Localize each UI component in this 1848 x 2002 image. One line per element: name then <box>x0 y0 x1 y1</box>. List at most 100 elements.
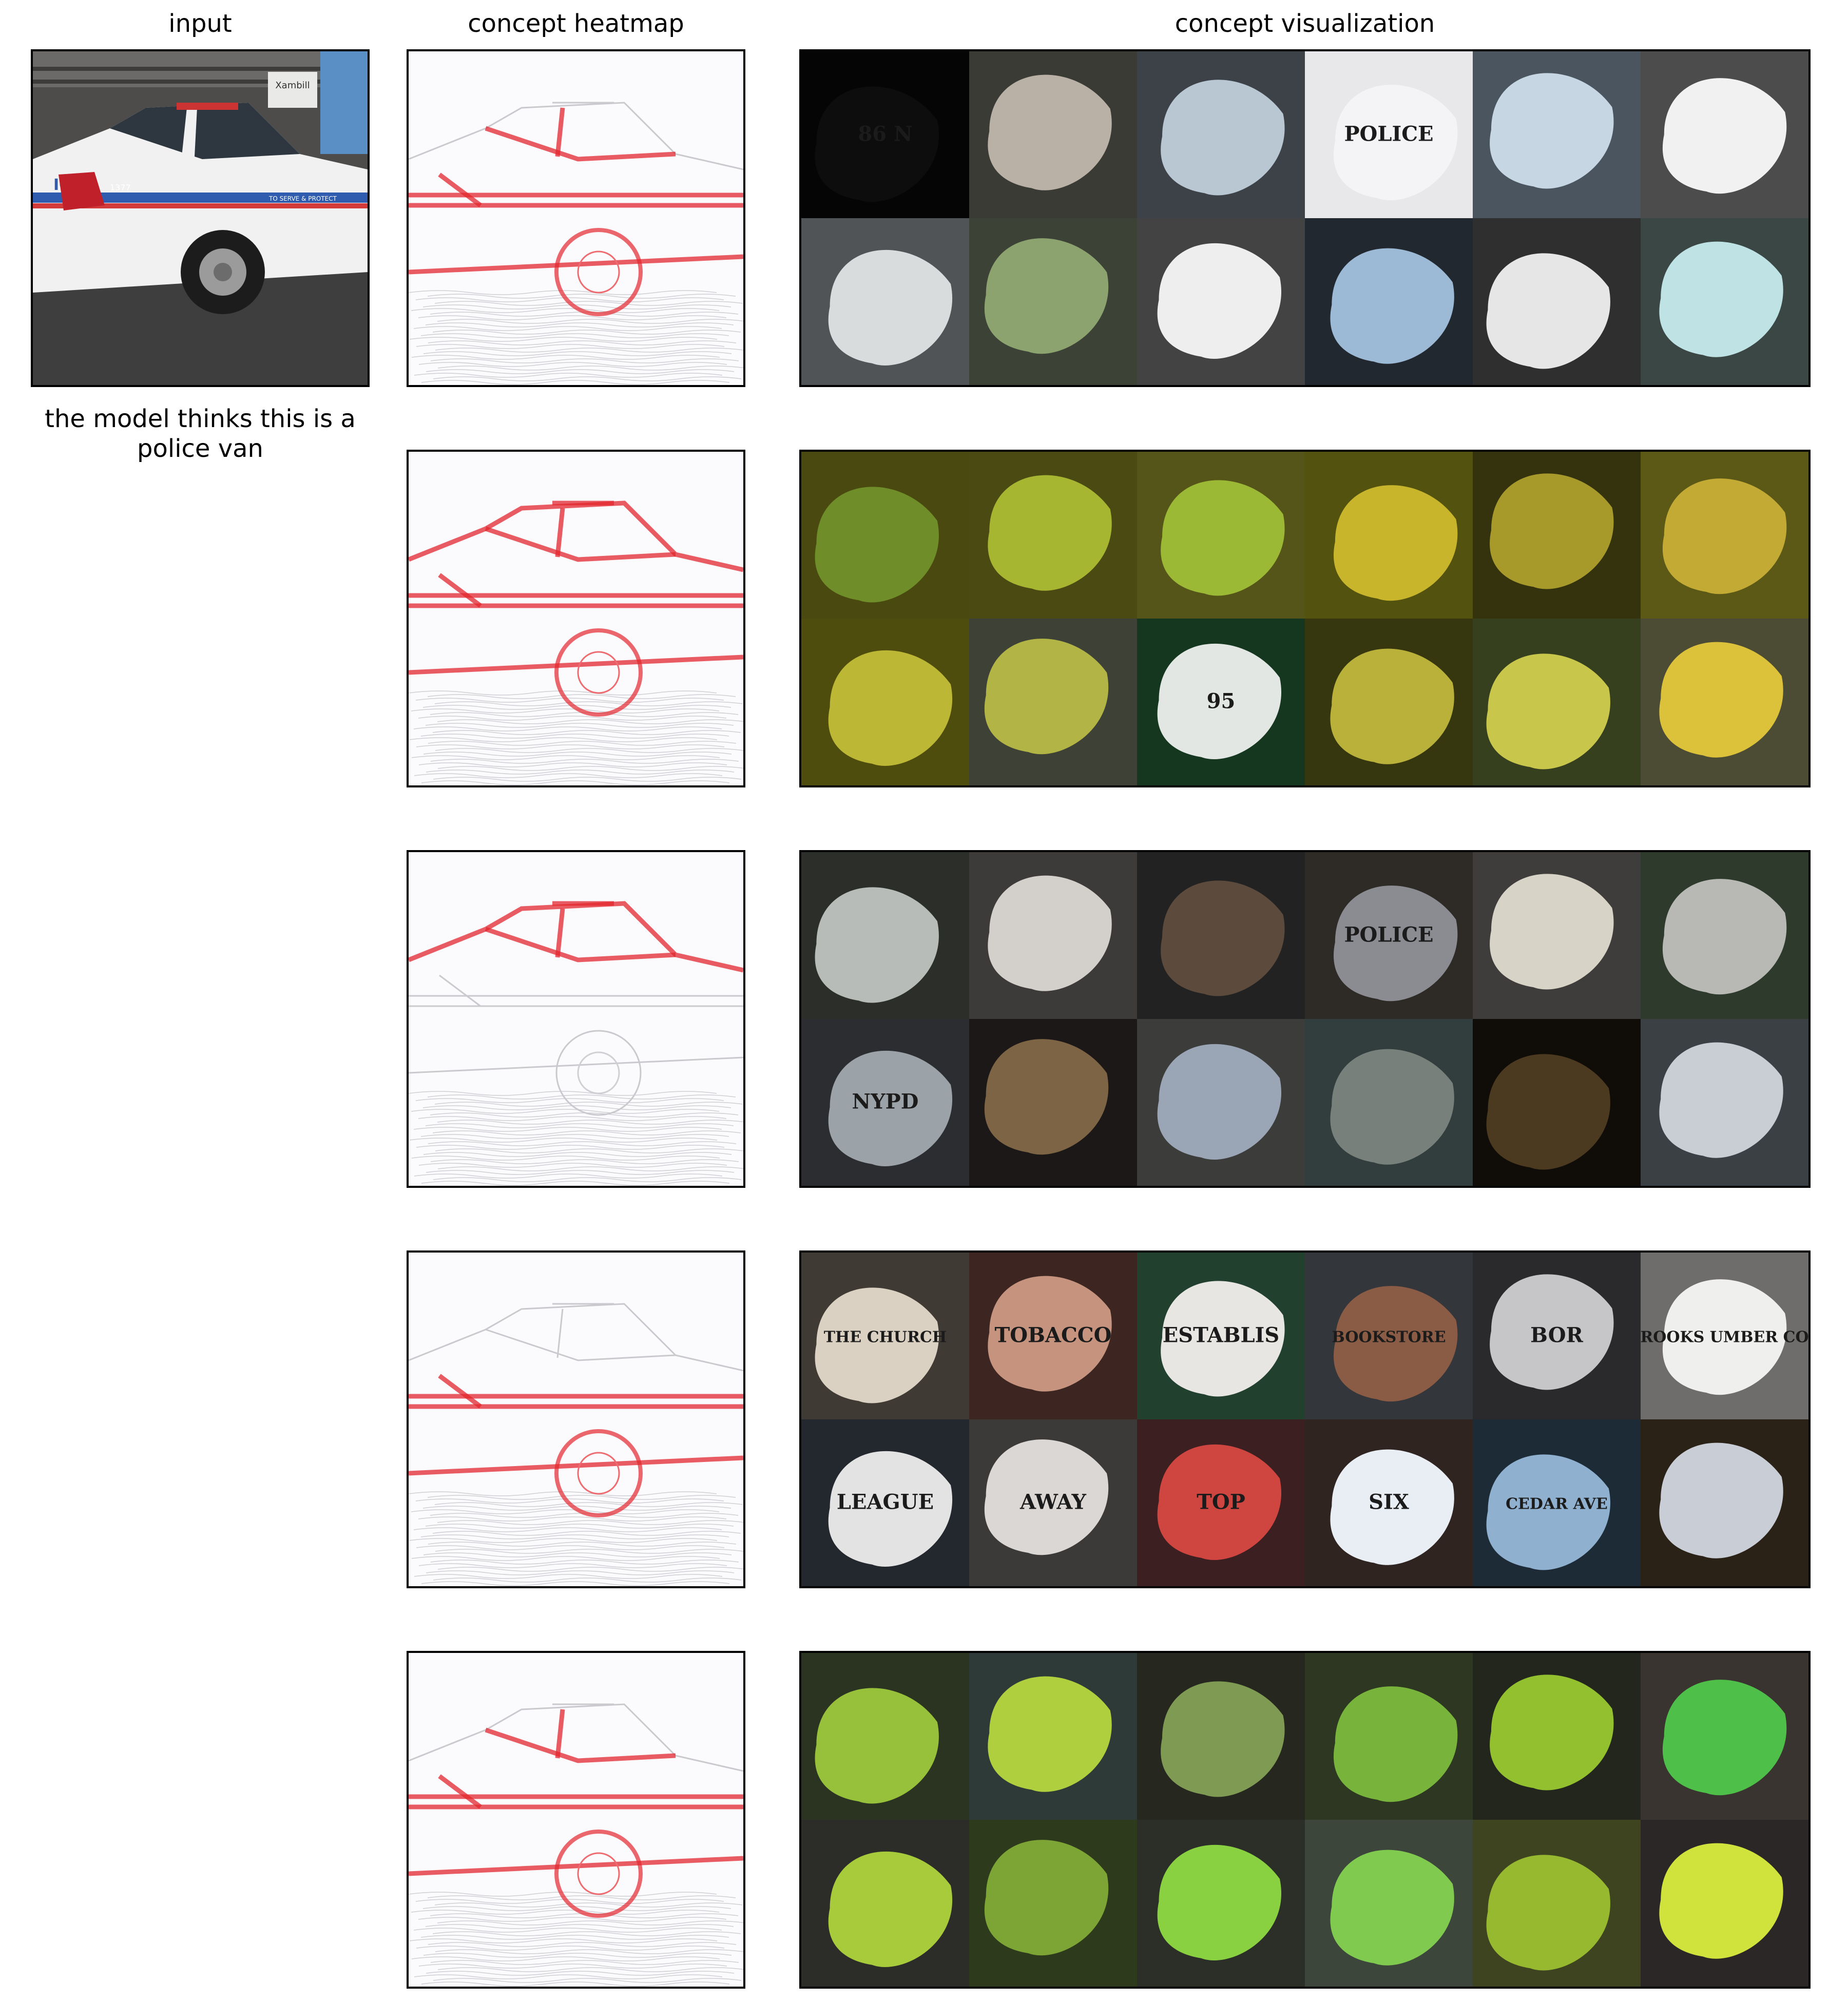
concept-heatmap <box>407 1651 745 1989</box>
patch-text: TOBACCO <box>995 1323 1112 1348</box>
concept-patch <box>1137 1653 1305 1820</box>
concept-patch <box>1305 452 1473 619</box>
prediction-line-1: the model thinks this is a <box>21 405 380 434</box>
concept-patch <box>969 51 1137 218</box>
concept-patch <box>1473 1653 1641 1820</box>
concept-heatmap <box>407 1250 745 1588</box>
concept-patch <box>1641 1653 1808 1820</box>
concept-patch <box>1641 1820 1808 1987</box>
concept-patch: BOR <box>1473 1253 1641 1419</box>
heatmap-overlay <box>409 452 743 785</box>
concept-patch <box>1473 452 1641 619</box>
concept-visualization-grid: POLICE NYPD <box>799 850 1811 1188</box>
patch-text: POLICE <box>1344 923 1433 947</box>
concept-patch <box>1137 218 1305 385</box>
concept-patch <box>969 1820 1137 1987</box>
input-image: Xambill ICE TO SERVE & PROTECT 1377 <box>31 49 370 387</box>
concept-patch <box>969 1019 1137 1186</box>
patch-text: TOP <box>1197 1490 1245 1514</box>
concept-patch <box>1641 619 1808 785</box>
patch-text: POLICE <box>1344 122 1433 146</box>
concept-patches: 86 N POLICE <box>801 51 1808 385</box>
patch-text: ROOKS UMBER CO <box>1640 1329 1808 1346</box>
concept-patch <box>1137 1820 1305 1987</box>
concept-patch <box>1641 218 1808 385</box>
concept-patch <box>1305 1019 1473 1186</box>
concept-patch <box>1641 1419 1808 1586</box>
patch-text: BOR <box>1530 1323 1583 1348</box>
concept-patch <box>969 1653 1137 1820</box>
patch-text: ESTABLIS <box>1163 1323 1280 1348</box>
concept-patches: THE CHURCH TOBACCO ESTABLIS BOOKSTORE BOR ROO… <box>801 1253 1808 1586</box>
concept-patch <box>1137 51 1305 218</box>
concept-patch <box>969 619 1137 785</box>
concept-heatmap <box>407 850 745 1188</box>
heatmap-overlay <box>409 1253 743 1586</box>
visualization-column-title: concept visualization <box>799 11 1811 36</box>
concept-patch <box>969 452 1137 619</box>
concept-visualization-grid: 86 N POLICE <box>799 49 1811 387</box>
concept-patch <box>969 852 1137 1019</box>
patch-text: NYPD <box>852 1090 919 1114</box>
stripe-text: TO SERVE & PROTECT <box>268 195 337 202</box>
concept-patch <box>1305 218 1473 385</box>
prediction-caption: the model thinks this is a police van <box>21 405 380 464</box>
concept-patch <box>1305 1820 1473 1987</box>
concept-patch: THE CHURCH <box>801 1253 969 1419</box>
concept-patch: TOP <box>1137 1419 1305 1586</box>
concept-patch <box>1473 1820 1641 1987</box>
concept-patch: 95 <box>1137 619 1305 785</box>
car-number: 1377 <box>110 183 131 192</box>
concept-patch: POLICE <box>1305 852 1473 1019</box>
concept-patches: 95 <box>801 452 1808 785</box>
heatmap-overlay <box>409 1653 743 1987</box>
patch-text: 95 <box>1207 689 1236 714</box>
patch-text: LEAGUE <box>837 1490 934 1514</box>
concept-patch <box>1473 852 1641 1019</box>
concept-patch <box>1641 452 1808 619</box>
concept-patch: TOBACCO <box>969 1253 1137 1419</box>
concept-patch <box>801 218 969 385</box>
concept-patch <box>1473 1019 1641 1186</box>
patch-text: THE CHURCH <box>824 1329 947 1346</box>
concept-visualization-grid: THE CHURCH TOBACCO ESTABLIS BOOKSTORE BOR ROO… <box>799 1250 1811 1588</box>
patch-text: SIX <box>1369 1490 1409 1514</box>
heatmap-overlay <box>409 852 743 1186</box>
concept-patch <box>1137 1019 1305 1186</box>
concept-visualization-grid <box>799 1651 1811 1989</box>
concept-patch <box>1641 852 1808 1019</box>
concept-patch: SIX <box>1305 1419 1473 1586</box>
concept-patch: LEAGUE <box>801 1419 969 1586</box>
concept-patch <box>969 218 1137 385</box>
concept-patch <box>1137 452 1305 619</box>
concept-patch: AWAY <box>969 1419 1137 1586</box>
concept-patch <box>1137 852 1305 1019</box>
concept-patch: ROOKS UMBER CO <box>1640 1253 1808 1419</box>
concept-patch <box>1641 51 1808 218</box>
concept-patches <box>801 1653 1808 1987</box>
prediction-line-2: police van <box>21 434 380 464</box>
concept-patch: ESTABLIS <box>1137 1253 1305 1419</box>
concept-patch: POLICE <box>1305 51 1473 218</box>
concept-patch: NYPD <box>801 1019 969 1186</box>
concept-patch: CEDAR AVE <box>1473 1419 1641 1586</box>
concept-patch <box>801 452 969 619</box>
concept-patch <box>1473 218 1641 385</box>
patch-text: CEDAR AVE <box>1506 1495 1608 1513</box>
concept-patch <box>1305 1653 1473 1820</box>
patch-text: AWAY <box>1019 1490 1086 1514</box>
heatmap-column-title: concept heatmap <box>407 11 745 36</box>
patch-text: 86 N <box>858 122 912 146</box>
concept-patch <box>801 1820 969 1987</box>
concept-patch: 86 N <box>801 51 969 218</box>
concept-patch <box>1641 1019 1808 1186</box>
concept-patch <box>801 1653 969 1820</box>
concept-patch <box>801 852 969 1019</box>
concept-patch: BOOKSTORE <box>1305 1253 1473 1419</box>
input-column-title: input <box>31 11 370 36</box>
concept-patch <box>801 619 969 785</box>
concept-heatmap <box>407 49 745 387</box>
heatmap-overlay <box>409 51 743 385</box>
concept-patch <box>1473 51 1641 218</box>
concept-heatmap <box>407 450 745 787</box>
